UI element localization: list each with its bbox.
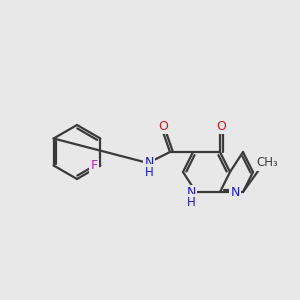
Text: CH₃: CH₃: [256, 157, 278, 169]
Text: N: N: [230, 187, 240, 200]
Text: N: N: [144, 155, 154, 169]
Text: O: O: [216, 119, 226, 133]
Text: O: O: [158, 119, 168, 133]
Text: F: F: [91, 159, 98, 172]
Text: N: N: [186, 187, 196, 200]
Text: H: H: [145, 166, 153, 178]
Text: H: H: [187, 196, 195, 208]
